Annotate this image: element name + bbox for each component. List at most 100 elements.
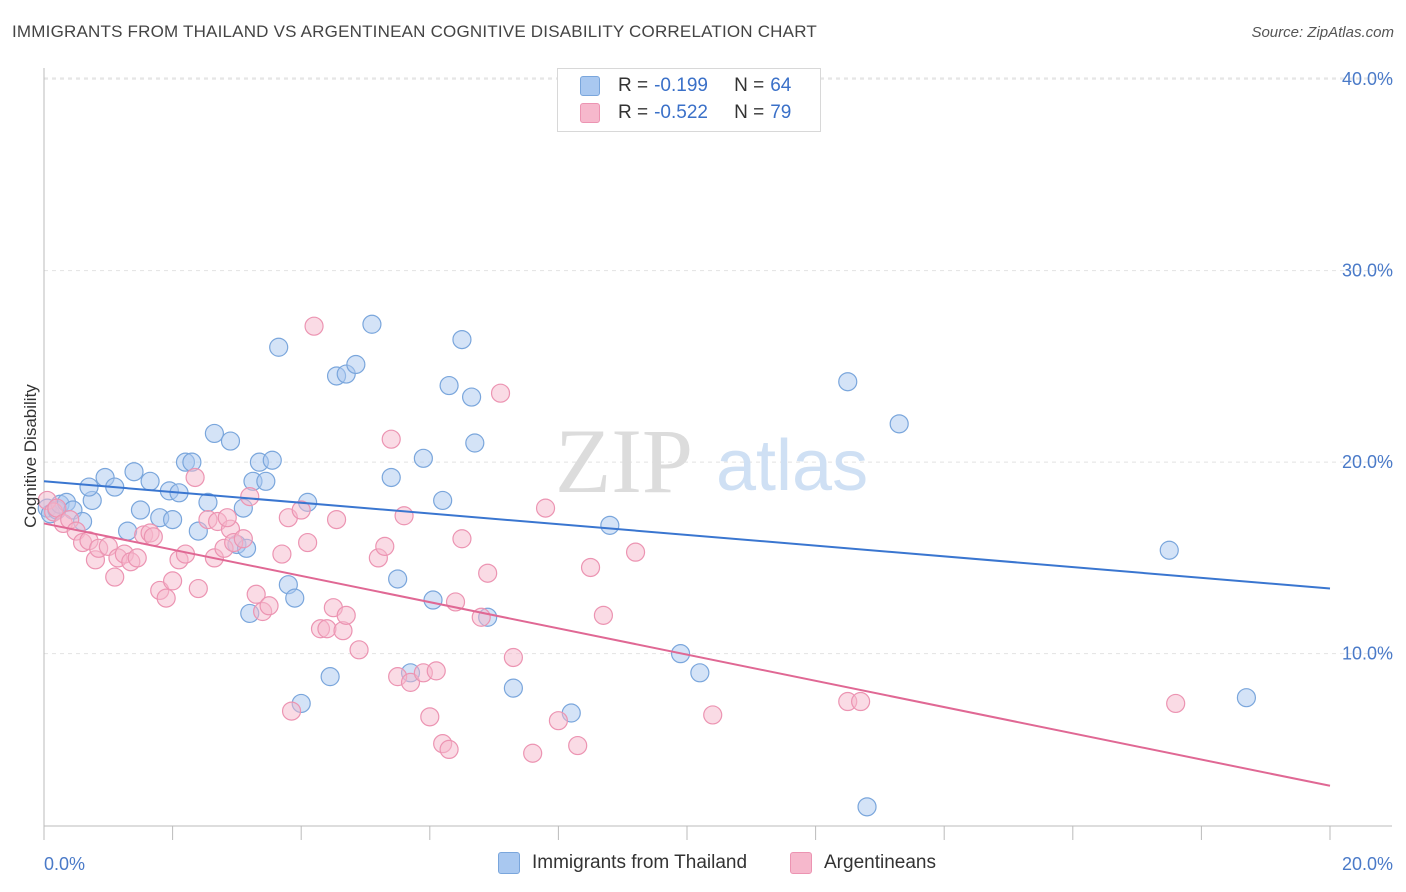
point-thailand[interactable] xyxy=(465,433,485,453)
point-argentineans[interactable] xyxy=(426,661,446,681)
point-thailand[interactable] xyxy=(163,509,183,530)
r-value: -0.522 xyxy=(654,102,708,123)
point-thailand[interactable] xyxy=(690,663,710,683)
x-tick-label: 20.0% xyxy=(1342,854,1393,874)
legend-swatch-argentineans xyxy=(580,103,600,123)
point-argentineans[interactable] xyxy=(568,735,588,756)
point-thailand[interactable] xyxy=(381,467,401,488)
point-thailand[interactable] xyxy=(262,450,282,470)
point-argentineans[interactable] xyxy=(439,739,459,760)
point-argentineans[interactable] xyxy=(246,584,266,604)
point-argentineans[interactable] xyxy=(580,557,601,578)
series-argentineans-points xyxy=(37,316,1186,763)
legend-swatch-argentineans xyxy=(790,852,812,874)
point-thailand[interactable] xyxy=(140,471,160,491)
point-thailand[interactable] xyxy=(423,590,443,610)
point-thailand[interactable] xyxy=(124,462,144,482)
n-value: 64 xyxy=(770,75,792,96)
point-argentineans[interactable] xyxy=(272,544,292,564)
trend-line-argentineans xyxy=(43,522,1331,787)
point-thailand[interactable] xyxy=(204,423,224,444)
point-argentineans[interactable] xyxy=(188,578,208,599)
point-argentineans[interactable] xyxy=(217,508,237,528)
point-thailand[interactable] xyxy=(889,414,909,434)
point-argentineans[interactable] xyxy=(381,429,401,449)
trend-line-thailand xyxy=(43,480,1331,590)
axes xyxy=(43,68,1392,840)
n-label: N = xyxy=(734,75,765,96)
point-argentineans[interactable] xyxy=(233,529,253,549)
point-argentineans[interactable] xyxy=(703,705,723,725)
series-thailand-points xyxy=(37,314,1257,817)
point-argentineans[interactable] xyxy=(336,605,356,625)
point-argentineans[interactable] xyxy=(143,527,163,547)
point-argentineans[interactable] xyxy=(400,672,421,692)
point-thailand[interactable] xyxy=(1236,688,1257,708)
point-argentineans[interactable] xyxy=(326,509,347,530)
point-thailand[interactable] xyxy=(220,431,241,451)
point-thailand[interactable] xyxy=(269,337,289,357)
point-argentineans[interactable] xyxy=(349,640,369,660)
point-thailand[interactable] xyxy=(452,329,472,350)
point-argentineans[interactable] xyxy=(851,691,871,712)
point-argentineans[interactable] xyxy=(375,536,395,557)
watermark-zip: ZIP xyxy=(555,410,693,512)
x-tick-label: 0.0% xyxy=(44,854,85,874)
legend-row-thailand: R = -0.199 N = 64 xyxy=(580,73,791,99)
point-argentineans[interactable] xyxy=(156,588,176,608)
point-thailand[interactable] xyxy=(320,667,340,687)
legend-label-argentineans: Argentineans xyxy=(824,852,936,873)
point-thailand[interactable] xyxy=(503,678,523,698)
source-credit: Source: ZipAtlas.com xyxy=(1251,24,1394,41)
point-argentineans[interactable] xyxy=(317,619,337,639)
point-thailand[interactable] xyxy=(388,569,408,589)
y-axis-label: Cognitive Disability xyxy=(21,384,40,528)
point-thailand[interactable] xyxy=(79,477,99,497)
point-argentineans[interactable] xyxy=(127,548,147,568)
point-argentineans[interactable] xyxy=(593,605,614,625)
point-thailand[interactable] xyxy=(117,521,138,541)
chart-title: IMMIGRANTS FROM THAILAND VS ARGENTINEAN … xyxy=(12,22,817,41)
point-argentineans[interactable] xyxy=(281,701,302,721)
point-thailand[interactable] xyxy=(256,471,276,491)
series-legend: Immigrants from Thailand Argentineans xyxy=(0,852,1406,878)
legend-item-thailand[interactable]: Immigrants from Thailand xyxy=(498,852,747,874)
point-thailand[interactable] xyxy=(413,448,433,468)
point-argentineans[interactable] xyxy=(548,711,569,731)
point-thailand[interactable] xyxy=(433,490,453,511)
point-thailand[interactable] xyxy=(439,375,459,396)
point-thailand[interactable] xyxy=(1159,540,1179,560)
n-label: N = xyxy=(734,102,765,123)
r-value: -0.199 xyxy=(654,75,708,96)
point-argentineans[interactable] xyxy=(490,383,511,403)
y-tick-label: 10.0% xyxy=(1342,644,1393,664)
point-argentineans[interactable] xyxy=(394,506,414,526)
point-thailand[interactable] xyxy=(857,797,877,817)
point-argentineans[interactable] xyxy=(503,647,523,668)
point-argentineans[interactable] xyxy=(625,542,646,562)
point-argentineans[interactable] xyxy=(291,500,311,520)
point-thailand[interactable] xyxy=(130,500,151,520)
point-thailand[interactable] xyxy=(838,372,858,392)
point-argentineans[interactable] xyxy=(452,529,472,549)
point-argentineans[interactable] xyxy=(478,563,498,583)
point-argentineans[interactable] xyxy=(105,567,125,587)
point-argentineans[interactable] xyxy=(163,571,183,591)
point-argentineans[interactable] xyxy=(185,467,205,488)
point-argentineans[interactable] xyxy=(304,316,324,336)
point-argentineans[interactable] xyxy=(298,532,318,553)
point-argentineans[interactable] xyxy=(240,487,260,507)
point-argentineans[interactable] xyxy=(1166,693,1186,714)
point-argentineans[interactable] xyxy=(535,498,556,518)
point-argentineans[interactable] xyxy=(420,707,440,727)
point-argentineans[interactable] xyxy=(523,743,543,763)
point-thailand[interactable] xyxy=(362,314,382,334)
point-thailand[interactable] xyxy=(285,588,305,608)
legend-item-argentineans[interactable]: Argentineans xyxy=(790,852,936,874)
point-thailand[interactable] xyxy=(461,387,482,407)
watermark: ZIP atlas xyxy=(555,410,868,512)
point-thailand[interactable] xyxy=(346,354,366,375)
point-argentineans[interactable] xyxy=(259,596,279,616)
point-thailand[interactable] xyxy=(600,515,620,535)
